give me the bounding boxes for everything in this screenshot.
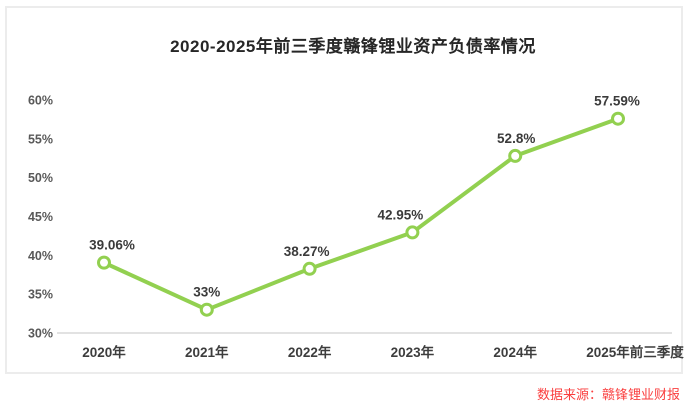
chart-title: 2020-2025年前三季度赣锋锂业资产负债率情况 [170,37,536,56]
y-axis-tick-label: 60% [28,94,53,108]
data-point-marker [302,261,317,276]
data-point-label: 39.06% [89,238,135,253]
y-axis-tick-label: 50% [28,171,53,185]
x-axis-category-label: 2025年前三季度 [586,344,684,360]
y-axis-tick-label: 45% [28,210,53,224]
data-point-label: 42.95% [378,207,424,222]
data-point-marker [611,111,625,126]
x-axis-category-label: 2020年 [82,344,126,360]
y-axis-tick-label: 55% [28,132,53,146]
data-point-marker [405,225,420,240]
data-point-label: 52.8% [497,131,535,146]
x-axis-category-label: 2024年 [493,344,537,360]
data-point-label: 33% [193,285,220,300]
data-point-label: 38.27% [284,244,330,259]
chart-frame: 2020-2025年前三季度赣锋锂业资产负债率情况 [5,6,683,374]
y-axis-tick-label: 30% [28,327,53,341]
data-point-marker [97,255,111,270]
y-axis-tick-label: 35% [28,288,53,302]
x-axis-category-label: 2023年 [391,344,435,360]
data-point-marker [199,302,214,317]
data-source-note: 数据来源：赣锋锂业财报 [536,387,680,402]
x-axis-category-label: 2022年 [288,344,332,360]
x-axis-category-label: 2021年 [185,344,229,360]
data-point-label: 57.59% [594,94,640,109]
y-axis-tick-label: 40% [28,249,53,263]
data-point-marker [508,148,523,163]
series-line [102,116,620,312]
